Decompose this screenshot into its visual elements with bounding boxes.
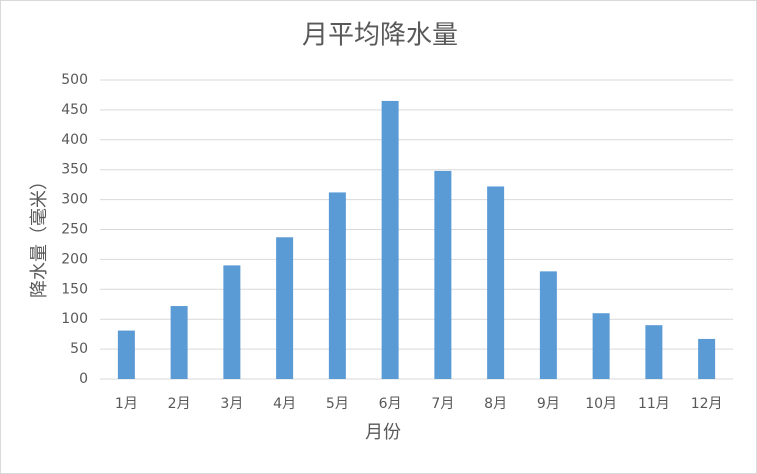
x-tick-label: 5月	[326, 396, 349, 412]
y-tick-label: 100	[61, 311, 88, 327]
bar	[276, 237, 294, 379]
y-tick-label: 400	[61, 132, 88, 148]
x-tick-label: 2月	[168, 396, 191, 412]
y-tick-label: 350	[61, 162, 88, 178]
y-tick-label: 50	[70, 341, 88, 357]
x-tick-label: 8月	[484, 396, 507, 412]
x-tick-label: 11月	[638, 396, 670, 412]
y-tick-label: 300	[61, 192, 88, 208]
bar	[328, 192, 346, 379]
bar	[117, 330, 135, 379]
bar	[170, 306, 188, 379]
x-tick-label: 6月	[379, 396, 402, 412]
y-tick-label: 150	[61, 281, 88, 297]
y-axis-label: 降水量（毫米）	[29, 172, 50, 298]
x-tick-label: 7月	[431, 396, 454, 412]
bar	[223, 265, 241, 379]
y-tick-label: 500	[61, 72, 88, 88]
y-tick-label: 450	[61, 102, 88, 118]
bar	[539, 271, 557, 379]
x-tick-label: 12月	[691, 396, 723, 412]
x-tick-label: 9月	[537, 396, 560, 412]
y-tick-label: 250	[61, 222, 88, 238]
x-axis-label: 月份	[365, 422, 401, 443]
bar	[381, 100, 399, 380]
bar	[698, 338, 716, 379]
y-tick-label: 0	[79, 371, 88, 387]
bar	[645, 325, 663, 379]
chart-title: 月平均降水量	[302, 21, 458, 51]
y-tick-label: 200	[61, 251, 88, 267]
bar	[592, 313, 610, 379]
bar	[434, 170, 452, 379]
x-tick-label: 10月	[585, 396, 617, 412]
x-tick-label: 3月	[220, 396, 243, 412]
bar	[487, 186, 505, 379]
x-tick-label: 1月	[115, 396, 138, 412]
x-tick-label: 4月	[273, 396, 296, 412]
